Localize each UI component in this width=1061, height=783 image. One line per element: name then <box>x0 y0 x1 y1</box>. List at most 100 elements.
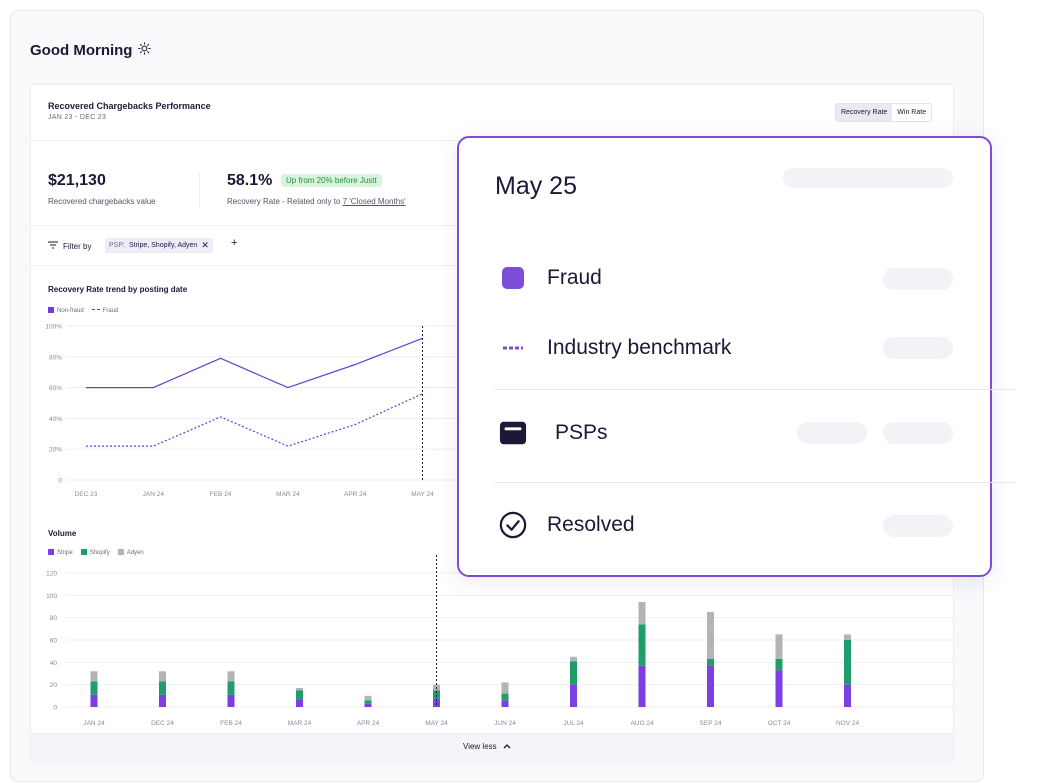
non-fraud-line <box>86 337 423 389</box>
skeleton-placeholder <box>883 515 953 537</box>
metric-toggle: Recovery Rate Win Rate <box>835 103 933 122</box>
tooltip-label: PSPs <box>555 421 608 444</box>
bar-segment-stripe <box>570 684 577 707</box>
y-tick-label: 0 <box>53 705 57 712</box>
y-tick-label: 40% <box>49 416 62 423</box>
skeleton-placeholder <box>783 168 953 188</box>
divider <box>495 389 1015 390</box>
x-tick-label: APR 24 <box>357 720 380 727</box>
x-tick-label: DEC 24 <box>151 720 174 727</box>
bar-segment-shopify <box>638 624 646 666</box>
divider <box>495 482 1015 483</box>
recovery-rate-toggle[interactable]: Recovery Rate <box>836 104 893 121</box>
bar-segment-adyen <box>638 602 646 625</box>
purple-square-icon <box>499 264 527 292</box>
bar-segment-adyen <box>775 634 783 659</box>
bar-segment-stripe <box>364 703 372 707</box>
x-tick-label: MAY 24 <box>425 720 448 727</box>
x-tick-label: JAN 24 <box>83 720 105 727</box>
y-tick-label: 80 <box>50 615 58 622</box>
bar-segment-adyen <box>707 612 714 659</box>
tooltip-row-benchmark: Industry benchmark <box>499 334 731 362</box>
bar-segment-shopify <box>159 681 166 695</box>
check-circle-icon <box>499 511 527 539</box>
x-tick-label: FEB 24 <box>210 491 232 498</box>
recovered-label: Recovered chargebacks value <box>48 197 156 206</box>
legend-item-fraud: Fraud <box>91 308 118 314</box>
y-tick-label: 60 <box>50 638 58 645</box>
bar-segment-shopify <box>90 681 98 695</box>
skeleton-placeholder <box>883 422 953 444</box>
sun-icon <box>138 42 152 59</box>
y-tick-label: 100 <box>46 593 57 600</box>
wallet-icon <box>499 419 527 447</box>
bar-segment-adyen <box>227 671 235 682</box>
tooltip-row-resolved: Resolved <box>499 511 635 539</box>
add-filter-button[interactable]: + <box>231 237 238 249</box>
legend-item-non-fraud: Non-fraud <box>48 307 84 314</box>
bar-segment-stripe <box>159 694 166 707</box>
legend-item-adyen: Adyen <box>117 549 144 556</box>
fraud-line <box>86 393 423 447</box>
volume-legend: Stripe Shopify Adyen <box>48 549 144 556</box>
bar-segment-shopify <box>844 640 851 685</box>
x-tick-label: MAR 24 <box>288 720 312 727</box>
recovery-rate-value: 58.1% <box>227 172 273 189</box>
x-tick-label: NOV 24 <box>836 720 860 727</box>
bar-segment-shopify <box>501 693 509 701</box>
bar-segment-adyen <box>90 671 98 682</box>
psp-filter-chip[interactable]: PSP: Stripe, Shopify, Adyen ✕ <box>105 238 213 253</box>
tooltip-date: May 25 <box>495 172 577 200</box>
greeting-header: Good Morning <box>30 42 152 59</box>
trend-legend: Non-fraud Fraud <box>48 307 118 314</box>
tooltip-row-psps: PSPs <box>499 419 608 447</box>
recovery-rate-label: Recovery Rate - Related only to 7 'Close… <box>227 197 406 206</box>
y-tick-label: 80% <box>49 354 62 361</box>
y-tick-label: 20 <box>50 682 58 689</box>
x-tick-label: APR 24 <box>344 491 367 498</box>
card-title: Recovered Chargebacks Performance <box>48 101 211 111</box>
view-less-label: View less <box>463 742 497 751</box>
y-tick-label: 100% <box>45 324 62 331</box>
bar-segment-stripe <box>227 694 235 707</box>
x-tick-label: MAY 24 <box>411 491 434 498</box>
bar-segment-adyen <box>501 682 509 694</box>
recovery-badge: Up from 20% before Justt <box>281 174 382 187</box>
tooltip-label: Industry benchmark <box>547 336 732 359</box>
x-tick-label: OCT 24 <box>768 720 791 727</box>
volume-chart-title: Volume <box>48 529 77 538</box>
skeleton-placeholder <box>797 422 867 444</box>
win-rate-toggle[interactable]: Win Rate <box>897 109 927 116</box>
x-tick-label: MAR 24 <box>276 491 300 498</box>
bar-segment-stripe <box>501 700 509 707</box>
bar-segment-stripe <box>775 670 783 707</box>
legend-item-stripe: Stripe <box>48 549 73 556</box>
recovery-label-text: Recovery Rate - Related only to <box>227 197 343 206</box>
view-less-button[interactable]: View less <box>463 742 511 751</box>
divider <box>199 172 200 208</box>
x-tick-label: DEC 23 <box>75 491 98 498</box>
y-tick-label: 0 <box>58 478 62 485</box>
x-tick-label: SEP 24 <box>700 720 722 727</box>
trend-chart-title: Recovery Rate trend by posting date <box>48 285 188 294</box>
bar-segment-adyen <box>296 688 303 691</box>
bar-segment-shopify <box>296 690 303 700</box>
skeleton-placeholder <box>883 337 953 359</box>
y-tick-label: 20% <box>49 447 62 454</box>
x-tick-label: JAN 24 <box>143 491 165 498</box>
x-tick-label: AUG 24 <box>630 720 654 727</box>
greeting-title: Good Morning <box>30 42 133 59</box>
bar-segment-adyen <box>364 695 372 701</box>
close-icon[interactable]: ✕ <box>201 240 209 250</box>
closed-months-link[interactable]: 7 'Closed Months' <box>342 197 406 206</box>
tooltip-row-fraud: Fraud <box>499 264 602 292</box>
filter-by[interactable]: Filter by <box>48 241 91 251</box>
bar-segment-adyen <box>159 671 166 682</box>
chip-value: Stripe, Shopify, Adyen <box>128 242 198 249</box>
bar-segment-shopify <box>227 681 235 695</box>
bar-segment-stripe <box>90 694 98 707</box>
volume-chart: 120 100 80 60 40 20 0 JAN 24 DEC 24 FEB 24 MAR 24 A… <box>46 555 953 727</box>
chevron-up-icon <box>503 742 511 751</box>
bar-segment-stripe <box>707 665 714 707</box>
legend-item-shopify: Shopify <box>80 549 110 556</box>
